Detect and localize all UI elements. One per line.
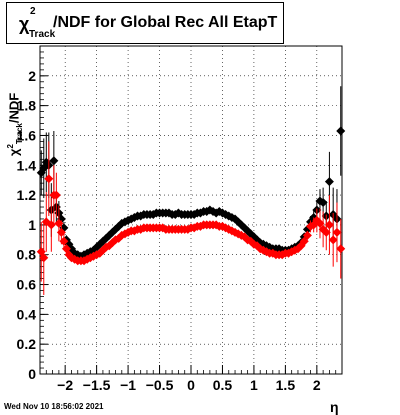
data-point bbox=[302, 230, 312, 240]
data-point bbox=[328, 235, 338, 245]
data-point bbox=[299, 236, 309, 246]
ylabel-sup: 2 bbox=[6, 144, 15, 149]
x-tick-label: 0 bbox=[187, 377, 195, 393]
x-tick-label: −0.5 bbox=[146, 377, 174, 393]
ylabel-rest: /NDF bbox=[6, 92, 22, 124]
data-point bbox=[59, 236, 69, 246]
y-tick-label: 1 bbox=[28, 217, 36, 233]
data-point bbox=[336, 126, 346, 136]
data-point bbox=[332, 227, 342, 237]
data-point bbox=[49, 156, 59, 166]
data-point bbox=[324, 177, 334, 187]
chart-title: /NDF for Global Rec All EtapT bbox=[53, 14, 278, 31]
data-point bbox=[56, 227, 66, 237]
data-point bbox=[324, 220, 334, 230]
y-tick-label: 1.2 bbox=[17, 187, 37, 203]
y-tick-label: 1.6 bbox=[17, 127, 37, 143]
x-tick-label: −1.5 bbox=[83, 377, 111, 393]
x-tick-label: −2 bbox=[57, 377, 73, 393]
data-point bbox=[321, 227, 331, 237]
y-axis-label: χ2Track/NDF bbox=[6, 48, 36, 158]
ylabel-sub: Track bbox=[14, 123, 24, 145]
y-tick-label: 0.4 bbox=[17, 306, 37, 322]
title-superscript: 2 bbox=[30, 6, 36, 17]
y-tick-label: 2 bbox=[28, 68, 36, 84]
ylabel-chi: χ bbox=[6, 148, 22, 156]
y-tick-label: 0 bbox=[28, 366, 36, 382]
y-tick-label: 0.8 bbox=[17, 247, 37, 263]
data-point bbox=[318, 198, 328, 208]
chart-title-box: χ 2 Track /NDF for Global Rec All EtapT bbox=[6, 2, 284, 44]
data-point bbox=[39, 253, 49, 263]
data-point bbox=[336, 244, 346, 254]
y-tick-label: 1.8 bbox=[17, 98, 37, 114]
timestamp: Wed Nov 10 18:56:02 2021 bbox=[4, 402, 104, 411]
x-tick-label: −1 bbox=[120, 377, 136, 393]
data-point bbox=[315, 218, 325, 228]
data-point bbox=[44, 174, 54, 184]
x-tick-label: 1 bbox=[250, 377, 258, 393]
y-tick-label: 0.2 bbox=[17, 336, 37, 352]
y-tick-label: 1.4 bbox=[17, 157, 37, 173]
y-tick-label: 0.6 bbox=[17, 277, 37, 293]
x-tick-label: 2 bbox=[313, 377, 321, 393]
x-axis-label: η bbox=[330, 399, 339, 415]
x-tick-label: 0.5 bbox=[213, 377, 233, 393]
x-tick-label: 1.5 bbox=[276, 377, 296, 393]
data-point bbox=[51, 190, 61, 200]
title-subscript: Track bbox=[29, 29, 56, 40]
title-chi-symbol: χ bbox=[19, 14, 30, 34]
